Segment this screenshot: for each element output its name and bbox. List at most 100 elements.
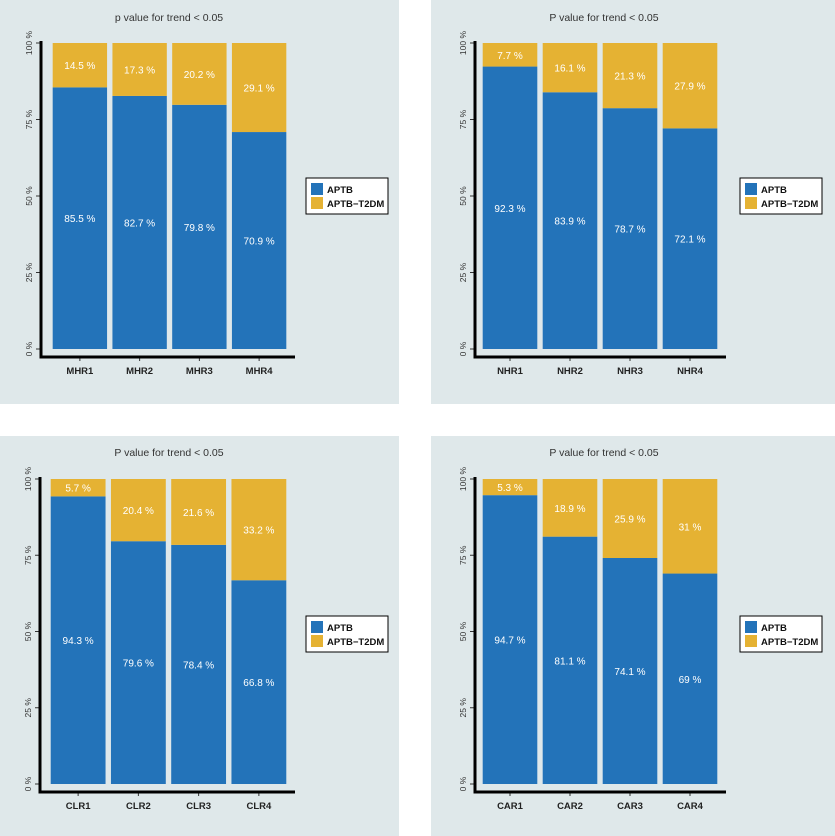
data-label: 81.1 % bbox=[554, 656, 585, 667]
y-tick-label: 0 % bbox=[23, 776, 33, 791]
bar-aptb-mhr2 bbox=[112, 95, 167, 349]
x-tick-label: CAR1 bbox=[497, 801, 524, 812]
chart-title: P value for trend < 0.05 bbox=[549, 12, 658, 24]
chart-title: P value for trend < 0.05 bbox=[549, 447, 658, 459]
legend-label: APTB bbox=[761, 623, 787, 634]
y-tick-label: 0 % bbox=[458, 776, 468, 791]
legend-swatch-aptb-t2dm bbox=[311, 197, 323, 209]
bar-aptb-car4 bbox=[662, 573, 718, 784]
stacked-bar-chart: p value for trend < 0.05 85.5 % 14.5 % MHR1… bbox=[24, 12, 389, 377]
y-tick-label: 75 % bbox=[458, 545, 468, 565]
chart-title: P value for trend < 0.05 bbox=[114, 447, 223, 459]
legend-label: APTB−T2DM bbox=[761, 199, 818, 210]
data-label: 78.4 % bbox=[183, 660, 214, 671]
bar-aptb-t2dm-nhr3 bbox=[602, 43, 658, 109]
data-label: 70.9 % bbox=[244, 237, 275, 248]
bar-aptb-t2dm-mhr3 bbox=[172, 43, 227, 105]
bar-aptb-mhr1 bbox=[52, 87, 108, 350]
legend-label: APTB−T2DM bbox=[761, 637, 818, 648]
axis-lines bbox=[473, 41, 726, 359]
x-tick-label: MHR3 bbox=[186, 366, 213, 377]
y-tick-label: 50 % bbox=[458, 186, 468, 206]
data-label: 7.7 % bbox=[497, 51, 523, 62]
y-tick-label: 75 % bbox=[24, 109, 34, 129]
legend: APTB APTB−T2DM bbox=[739, 615, 823, 653]
data-label: 78.7 % bbox=[614, 225, 645, 236]
legend-swatch-aptb bbox=[311, 183, 323, 195]
bar-aptb-clr4 bbox=[231, 580, 287, 784]
legend-swatch-aptb bbox=[745, 183, 757, 195]
bar-aptb-car2 bbox=[542, 536, 598, 784]
x-tick-label: CLR3 bbox=[186, 801, 211, 812]
data-label: 17.3 % bbox=[124, 65, 155, 76]
x-tick-label: CAR3 bbox=[617, 801, 643, 812]
data-label: 20.2 % bbox=[184, 70, 215, 81]
y-tick-label: 50 % bbox=[23, 621, 33, 641]
legend-label: APTB bbox=[327, 185, 353, 196]
data-label: 21.6 % bbox=[183, 508, 214, 519]
bar-aptb-t2dm-car2 bbox=[542, 479, 598, 537]
data-label: 74.1 % bbox=[614, 667, 645, 678]
x-tick-label: CLR4 bbox=[246, 801, 272, 812]
y-tick-label: 50 % bbox=[458, 621, 468, 641]
data-label: 29.1 % bbox=[244, 84, 275, 95]
data-label: 25.9 % bbox=[614, 514, 645, 525]
stacked-bar-chart: P value for trend < 0.05 94.3 % 5.7 % CLR1 7… bbox=[23, 447, 389, 812]
bar-aptb-t2dm-nhr2 bbox=[542, 43, 598, 93]
bar-aptb-nhr4 bbox=[662, 128, 718, 349]
bar-aptb-t2dm-clr1 bbox=[50, 479, 106, 497]
bar-aptb-t2dm-car4 bbox=[662, 479, 718, 574]
data-label: 94.7 % bbox=[494, 636, 525, 647]
bar-aptb-t2dm-clr2 bbox=[110, 479, 166, 542]
x-tick-label: MHR4 bbox=[246, 366, 274, 377]
axis-lines bbox=[39, 41, 295, 359]
y-tick-label: 0 % bbox=[458, 341, 468, 356]
data-label: 27.9 % bbox=[674, 82, 705, 93]
y-tick-label: 25 % bbox=[458, 698, 468, 718]
x-tick-label: NHR2 bbox=[557, 366, 583, 377]
x-tick-label: NHR1 bbox=[497, 366, 524, 377]
bar-aptb-nhr1 bbox=[482, 66, 538, 349]
y-tick-label: 50 % bbox=[24, 186, 34, 206]
bar-aptb-mhr3 bbox=[172, 104, 227, 349]
bar-aptb-t2dm-mhr4 bbox=[231, 43, 287, 133]
bar-aptb-t2dm-nhr4 bbox=[662, 43, 718, 129]
axis-lines bbox=[38, 477, 295, 794]
bar-aptb-clr1 bbox=[50, 496, 106, 784]
x-tick-label: CAR2 bbox=[557, 801, 583, 812]
chart-title: p value for trend < 0.05 bbox=[115, 12, 223, 24]
data-label: 92.3 % bbox=[494, 204, 525, 215]
data-label: 16.1 % bbox=[554, 64, 585, 75]
y-tick-label: 25 % bbox=[23, 698, 33, 718]
bar-aptb-t2dm-car3 bbox=[602, 479, 658, 558]
legend-label: APTB bbox=[327, 623, 353, 634]
y-tick-label: 75 % bbox=[23, 545, 33, 565]
data-label: 20.4 % bbox=[123, 506, 154, 517]
data-label: 18.9 % bbox=[554, 504, 585, 515]
data-label: 82.7 % bbox=[124, 218, 155, 229]
legend: APTB APTB−T2DM bbox=[305, 615, 389, 653]
data-label: 79.6 % bbox=[123, 659, 154, 670]
data-label: 5.7 % bbox=[65, 484, 91, 495]
bar-aptb-t2dm-clr4 bbox=[231, 479, 287, 581]
data-label: 5.3 % bbox=[497, 483, 523, 494]
legend-label: APTB−T2DM bbox=[327, 637, 384, 648]
y-tick-label: 100 % bbox=[458, 467, 468, 492]
legend-label: APTB bbox=[761, 185, 787, 196]
legend-swatch-aptb-t2dm bbox=[311, 635, 323, 647]
stacked-bar-chart: P value for trend < 0.05 92.3 % 7.7 % NHR1 8… bbox=[458, 12, 823, 377]
data-label: 14.5 % bbox=[64, 61, 95, 72]
bar-aptb-car1 bbox=[482, 495, 538, 784]
x-tick-label: CLR1 bbox=[66, 801, 92, 812]
legend-swatch-aptb-t2dm bbox=[745, 635, 757, 647]
data-label: 72.1 % bbox=[674, 235, 705, 246]
bar-aptb-t2dm-nhr1 bbox=[482, 43, 538, 67]
chart-panel-clr: P value for trend < 0.05 94.3 % 5.7 % CLR1 7… bbox=[0, 436, 399, 836]
y-tick-label: 25 % bbox=[458, 262, 468, 282]
bar-aptb-clr2 bbox=[110, 541, 166, 784]
data-label: 79.8 % bbox=[184, 223, 215, 234]
y-tick-label: 75 % bbox=[458, 109, 468, 129]
bar-aptb-car3 bbox=[602, 557, 658, 784]
data-label: 31 % bbox=[679, 522, 702, 533]
data-label: 85.5 % bbox=[64, 214, 95, 225]
